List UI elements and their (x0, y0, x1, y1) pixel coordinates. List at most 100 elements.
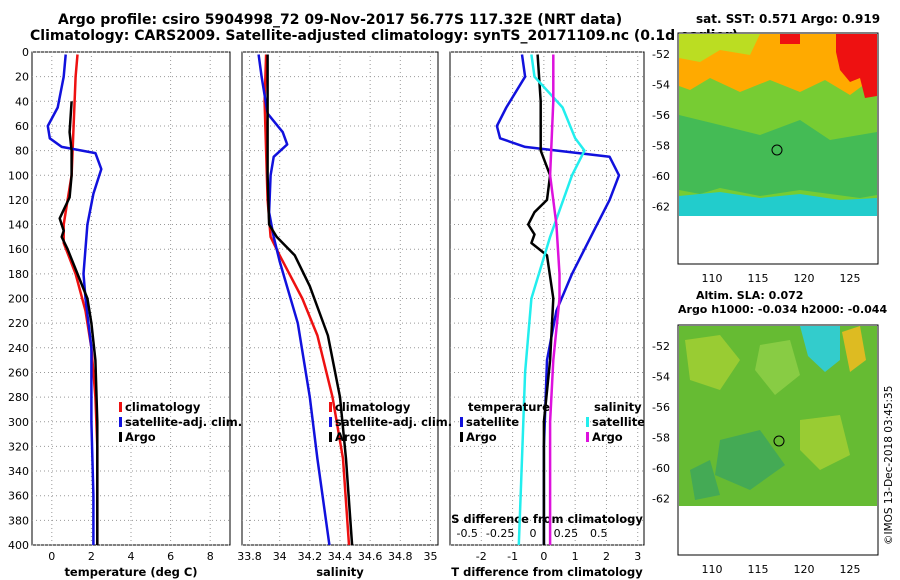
legend-temperature-title: temperature (468, 400, 550, 414)
temperature-legend: climatology satellite-adj. clim. Argo (119, 400, 242, 444)
salinity-diff-tick-label: -0.5 (456, 527, 477, 540)
xtick-label: 2 (603, 550, 610, 563)
ytick-label: 220 (8, 317, 29, 330)
xtick-label: 33.8 (237, 550, 262, 563)
map-xtick-label: 125 (840, 563, 861, 576)
map-ytick-label: -56 (652, 401, 670, 414)
salinity-diff-tick-label: 0.5 (590, 527, 608, 540)
ytick-label: 260 (8, 366, 29, 379)
legend-argo: Argo (125, 430, 156, 444)
legend-t-satellite: satellite (466, 415, 519, 429)
ytick-label: 280 (8, 391, 29, 404)
ytick-label: 400 (8, 539, 29, 552)
differences-chart: -2 -1 0 1 2 3 T difference from climatology S d… (449, 51, 645, 579)
sla-map-title: Altim. SLA: 0.072 (696, 289, 804, 302)
legend-argo: Argo (335, 430, 366, 444)
series-satellite-adj-clim- (257, 54, 331, 546)
legend-swatch-t-satellite (460, 417, 463, 427)
xtick-label: 34 (273, 550, 287, 563)
map-xtick-label: 120 (794, 563, 815, 576)
ytick-label: 160 (8, 243, 29, 256)
ytick-label: 80 (15, 145, 29, 158)
salinity-chart: 33.8 34 34.2 34.4 34.6 34.8 35 salinity (237, 51, 439, 579)
xtick-label: 34.4 (328, 550, 353, 563)
xtick-label: 0 (48, 550, 55, 563)
legend-t-argo: Argo (466, 430, 497, 444)
series-climatology (263, 54, 351, 546)
xtick-label: 34.6 (358, 550, 383, 563)
ytick-label: 20 (15, 71, 29, 84)
ytick-label: 380 (8, 514, 29, 527)
legend-s-satellite: satellite (592, 415, 645, 429)
legend-swatch-satellite (329, 417, 332, 427)
ytick-label: 40 (15, 95, 29, 108)
salinity-diff-tick-label: 0 (530, 527, 537, 540)
ytick-label: 300 (8, 416, 29, 429)
xtick-label: -2 (476, 550, 487, 563)
sst-map: -52 -54 -56 -58 -60 -62 110 115 120 125 (652, 32, 879, 285)
legend-swatch-satellite (119, 417, 122, 427)
ytick-label: 360 (8, 490, 29, 503)
legend-satellite-adj: satellite-adj. clim. (125, 415, 242, 429)
map-ytick-label: -60 (652, 462, 670, 475)
legend-satellite-adj: satellite-adj. clim. (335, 415, 452, 429)
xtick-label: 1 (572, 550, 579, 563)
map-ytick-label: -52 (652, 340, 670, 353)
map-ytick-label: -54 (652, 371, 670, 384)
xtick-label: 0 (540, 550, 547, 563)
legend-swatch-argo (329, 432, 332, 442)
salinity-frame (241, 51, 439, 546)
ytick-label: 140 (8, 219, 29, 232)
map-ytick-label: -56 (652, 109, 670, 122)
map-xtick-label: 110 (702, 563, 723, 576)
series-s-argo (548, 54, 561, 545)
legend-swatch-s-argo (586, 432, 589, 442)
map-ytick-label: -60 (652, 170, 670, 183)
map-xtick-label: 125 (840, 272, 861, 285)
xtick-label: 34.8 (388, 550, 413, 563)
ytick-label: 120 (8, 194, 29, 207)
map-xtick-label: 110 (702, 272, 723, 285)
legend-swatch-climatology (329, 402, 332, 412)
sst-argo-position (771, 144, 783, 156)
sla-map: -52 -54 -56 -58 -60 -62 110 115 120 125 (652, 324, 879, 576)
legend-salinity-title: salinity (594, 400, 642, 414)
salinity-xlabel: salinity (316, 565, 364, 579)
series-argo (58, 101, 99, 545)
salinity-diff-tick-label: 0.25 (554, 527, 579, 540)
xtick-label: 6 (167, 550, 174, 563)
legend-swatch-s-satellite (586, 417, 589, 427)
map-ytick-label: -54 (652, 79, 670, 92)
map-ytick-label: -58 (652, 140, 670, 153)
ytick-label: 100 (8, 169, 29, 182)
xtick-label: -1 (507, 550, 518, 563)
xtick-label: 4 (128, 550, 135, 563)
xtick-label: 2 (88, 550, 95, 563)
legend-climatology: climatology (125, 400, 201, 414)
ytick-label: 320 (8, 440, 29, 453)
xtick-label: 35 (423, 550, 437, 563)
map-ytick-label: -62 (652, 493, 670, 506)
difference-top-xlabel: S difference from climatology (451, 512, 643, 526)
map-ytick-label: -62 (652, 201, 670, 214)
xtick-label: 3 (634, 550, 641, 563)
salinity-diff-tick-label: -0.25 (486, 527, 514, 540)
ytick-label: 340 (8, 465, 29, 478)
salinity-legend: climatology satellite-adj. clim. Argo (329, 400, 452, 444)
ytick-label: 180 (8, 268, 29, 281)
map-ytick-label: -52 (652, 48, 670, 61)
ytick-label: 240 (8, 342, 29, 355)
sla-map-subtitle: Argo h1000: -0.034 h2000: -0.044 (678, 303, 888, 316)
legend-s-argo: Argo (592, 430, 623, 444)
title-line-1: Argo profile: csiro 5904998_72 09-Nov-20… (58, 12, 623, 28)
sla-argo-position (773, 435, 785, 447)
imos-stamp: ©IMOS 13-Dec-2018 03:45:35 (883, 386, 895, 545)
ytick-label: 60 (15, 120, 29, 133)
xtick-label: 34.2 (298, 550, 323, 563)
map-ytick-label: -58 (652, 432, 670, 445)
map-xtick-label: 115 (748, 272, 769, 285)
ytick-label: 0 (22, 46, 29, 59)
legend-swatch-climatology (119, 402, 122, 412)
title-line-2: Climatology: CARS2009. Satellite-adjuste… (30, 28, 739, 44)
